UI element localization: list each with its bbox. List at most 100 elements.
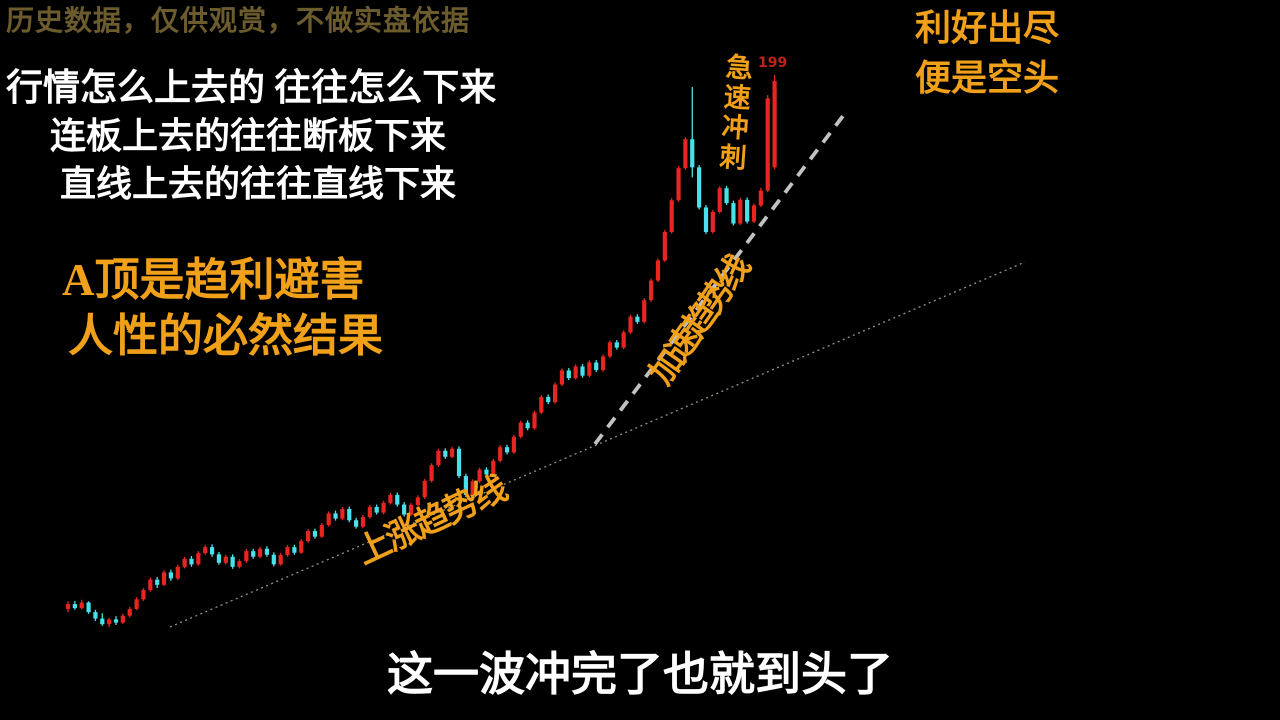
candle-down [93, 612, 98, 619]
annotation-rapid-sprint: 急速冲刺 [714, 51, 753, 174]
top-right-line-2: 便是空头 [915, 58, 1060, 98]
candle-up [751, 205, 757, 222]
candles-group [65, 75, 777, 628]
candle-up [649, 280, 654, 301]
trendline-accel [593, 110, 848, 446]
candle-up [237, 561, 242, 567]
headline-line-1: 行情怎么上去的 往往怎么下来 [6, 68, 497, 109]
candle-up [539, 396, 544, 413]
candle-up [772, 81, 777, 168]
candle-down [312, 531, 318, 537]
candle-down [580, 366, 585, 376]
candle-down [703, 207, 709, 232]
candle-up [306, 531, 311, 542]
candle-up [436, 450, 441, 466]
candle-up [299, 541, 304, 553]
candle-down [216, 554, 222, 563]
candle-down [395, 494, 400, 505]
candle-down [72, 604, 77, 609]
candle-down [504, 447, 510, 453]
candle-up [662, 231, 667, 261]
candle-up [498, 447, 503, 461]
candle-up [340, 508, 345, 519]
candle-down [690, 139, 695, 168]
candle-up [278, 555, 283, 565]
candle-up [79, 602, 84, 609]
candle-up [415, 497, 420, 505]
candle-up [628, 316, 633, 333]
candle-down [484, 469, 489, 475]
candle-up [429, 465, 434, 481]
candle-down [635, 316, 640, 322]
candle-down [292, 547, 297, 553]
candle-down [546, 396, 551, 403]
candle-up [511, 436, 516, 453]
candle-down [100, 618, 105, 625]
candle-up [367, 506, 372, 518]
candle-up [182, 558, 187, 567]
candle-up [408, 504, 414, 515]
candle-up [360, 517, 366, 527]
candle-up [573, 366, 578, 379]
candle-up [161, 572, 167, 585]
candle-up [120, 615, 125, 623]
candle-down [251, 551, 256, 557]
candle-up [203, 547, 208, 554]
candle-down [264, 548, 270, 555]
candle-up [326, 513, 331, 526]
candle-up [491, 460, 496, 475]
candle-down [443, 450, 448, 457]
candle-up [518, 422, 523, 437]
candle-up [148, 579, 153, 591]
candle-up [244, 551, 249, 562]
candle-down [354, 520, 359, 527]
candle-up [285, 547, 290, 556]
candle-up [655, 260, 661, 281]
candle-up [422, 480, 427, 498]
candle-up [134, 599, 139, 609]
candle-up [642, 300, 647, 322]
candle-down [463, 476, 468, 495]
candle-up [532, 412, 537, 429]
candle-up [388, 494, 393, 503]
candle-down [155, 579, 160, 585]
candle-down [402, 504, 407, 515]
candle-up [765, 98, 770, 191]
candle-up [621, 332, 626, 348]
top-right-line-1: 利好出尽 [915, 8, 1060, 48]
headline-line-2: 连板上去的往往断板下来 [50, 116, 447, 156]
candle-up [319, 525, 324, 537]
candle-down [271, 554, 276, 565]
headline-line-3: 直线上去的往往直线下来 [60, 164, 457, 204]
peak-price-label: 199 [758, 55, 787, 71]
candle-down [566, 370, 571, 379]
candle-up [381, 502, 386, 513]
candle-down [347, 508, 352, 521]
candle-up [141, 590, 146, 600]
disclaimer-text: 历史数据，仅供观赏，不做实盘依据 [6, 6, 471, 37]
candle-down [230, 556, 235, 567]
candle-up [470, 481, 475, 495]
candle-down [113, 619, 119, 623]
candle-up [587, 362, 592, 376]
candle-down [333, 513, 338, 519]
candle-up [676, 168, 681, 201]
candle-up [196, 553, 201, 565]
candle-up [552, 384, 558, 403]
candle-down [168, 572, 173, 579]
candle-up [450, 448, 455, 457]
candle-down [209, 547, 215, 555]
candle-up [107, 619, 112, 625]
candle-down [731, 203, 736, 224]
insight-block: A顶是趋利避害 人性的必然结果 [62, 258, 383, 359]
candle-up [717, 188, 722, 212]
top-right-block: 利好出尽 便是空头 [915, 10, 1059, 96]
candle-up [477, 469, 482, 482]
trendline-rise [169, 261, 1026, 628]
bottom-caption: 这一波冲完了也就到头了 [387, 649, 893, 700]
candle-up [175, 566, 180, 579]
candle-down [697, 167, 702, 208]
candle-down [745, 199, 750, 222]
